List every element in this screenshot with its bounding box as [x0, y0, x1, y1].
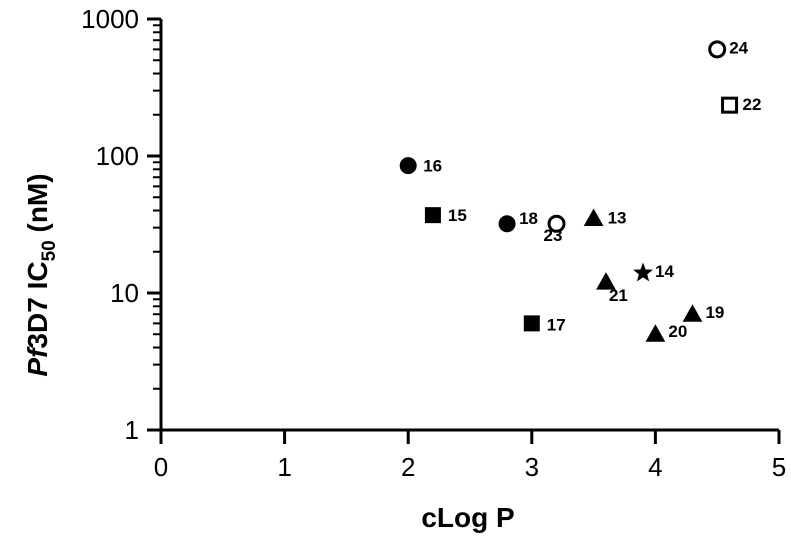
chart-axes: [147, 17, 781, 444]
data-point-23: [547, 214, 566, 233]
y-axis-title-main: 3D7 IC: [22, 261, 53, 348]
data-point-18: [498, 215, 516, 233]
point-label-15: 15: [448, 206, 467, 225]
point-label-19: 19: [705, 303, 724, 322]
data-point-16: [399, 157, 417, 175]
point-label-20: 20: [668, 322, 687, 341]
point-label-23: 23: [544, 226, 563, 245]
x-tick-label: 4: [648, 452, 662, 482]
data-point-17: [523, 315, 540, 332]
data-points: [399, 40, 739, 342]
point-label-17: 17: [547, 315, 566, 334]
point-label-24: 24: [729, 38, 748, 57]
x-tick-label: 2: [401, 452, 415, 482]
y-axis-title: Pf3D7 IC50 (nM): [22, 173, 60, 376]
y-axis-title-italic: Pf: [22, 346, 53, 377]
y-axis-title-subscript: 50: [39, 240, 60, 261]
x-tick-label: 3: [525, 452, 539, 482]
x-axis-title: cLog P: [421, 502, 514, 533]
point-label-22: 22: [743, 95, 762, 114]
data-point-19: [682, 304, 703, 322]
x-tick-label: 5: [772, 452, 786, 482]
point-label-13: 13: [608, 208, 627, 227]
y-tick-label: 1000: [81, 4, 139, 34]
x-tick-label: 0: [154, 452, 168, 482]
y-tick-label: 10: [110, 278, 139, 308]
point-label-16: 16: [423, 157, 442, 176]
data-point-14: [633, 262, 653, 282]
point-labels: 13 14 15 16 17 18 19 20 21 22 23 24: [423, 38, 761, 341]
data-point-21: [596, 272, 616, 290]
point-label-21: 21: [609, 286, 628, 305]
data-point-24: [708, 40, 727, 59]
y-axis-title-unit: (nM): [22, 173, 53, 240]
y-tick-label: 1: [125, 415, 139, 445]
y-tick-label: 100: [96, 141, 139, 171]
point-label-14: 14: [655, 262, 674, 281]
point-label-18: 18: [519, 209, 538, 228]
data-point-22: [721, 96, 739, 114]
data-point-13: [583, 208, 604, 226]
data-point-15: [424, 207, 441, 224]
data-point-20: [645, 324, 666, 342]
x-tick-label: 1: [277, 452, 291, 482]
